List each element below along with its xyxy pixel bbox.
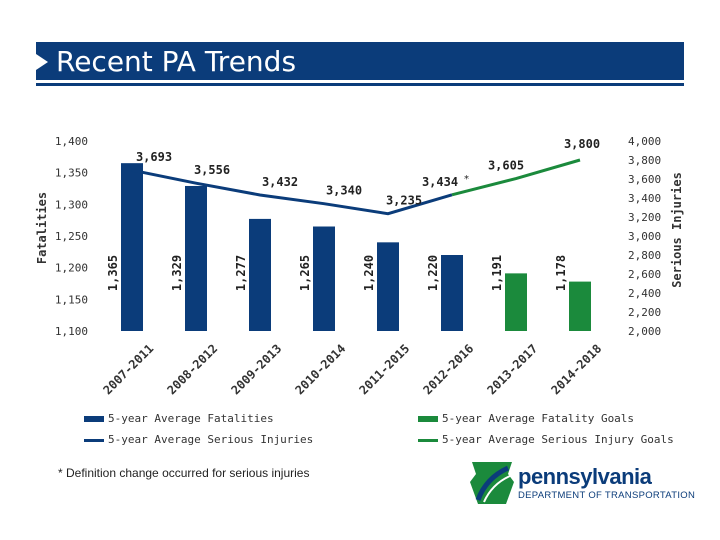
line-data-label: 3,605 xyxy=(488,159,524,173)
legend-swatch-bar xyxy=(84,416,104,422)
chart: 1,100 1,150 1,200 1,250 1,300 1,350 1,400 2,000… xyxy=(35,135,684,397)
right-axis-tick-label: 4,000 xyxy=(628,135,661,148)
left-axis-tick-label: 1,100 xyxy=(55,325,88,338)
right-axis-title: Serious Injuries xyxy=(670,172,684,288)
bar xyxy=(569,281,591,331)
right-axis-tick-label: 2,400 xyxy=(628,287,661,300)
x-axis-category-label: 2011-2015 xyxy=(356,341,412,397)
bar-data-label: 1,240 xyxy=(362,255,376,291)
right-axis-tick-label: 3,200 xyxy=(628,211,661,224)
legend-label: 5-year Average Fatality Goals xyxy=(442,412,635,425)
bar-data-label: 1,265 xyxy=(298,255,312,291)
bar xyxy=(185,185,207,331)
right-axis-tick-label: 2,200 xyxy=(628,306,661,319)
bar xyxy=(441,255,463,331)
legend-label: 5-year Average Fatalities xyxy=(108,412,274,425)
bar-data-label: 1,277 xyxy=(234,255,248,291)
right-axis-tick-label: 3,000 xyxy=(628,230,661,243)
left-axis-tick-label: 1,400 xyxy=(55,135,88,148)
series-line xyxy=(451,158,581,197)
x-axis-category-label: 2009-2013 xyxy=(228,341,284,397)
bar-data-label: 1,178 xyxy=(554,255,568,291)
annotation-asterisk: * xyxy=(464,174,469,185)
right-axis-tick-label: 2,800 xyxy=(628,249,661,262)
legend-swatch-bar xyxy=(418,416,438,422)
legend-item-fatalities: 5-year Average Fatalities xyxy=(84,412,274,425)
legend-label: 5-year Average Serious Injuries xyxy=(108,433,314,446)
right-axis-tick-label: 2,600 xyxy=(628,268,661,281)
legend-item-fatality-goals: 5-year Average Fatality Goals xyxy=(418,412,634,425)
left-axis-title: Fatalities xyxy=(35,192,49,264)
logo-subtitle: DEPARTMENT OF TRANSPORTATION xyxy=(518,490,696,501)
left-axis-tick-label: 1,350 xyxy=(55,167,88,180)
footnote: * Definition change occurred for serious… xyxy=(58,466,310,480)
legend-item-serious-injury-goals: 5-year Average Serious Injury Goals xyxy=(418,433,674,446)
bar xyxy=(505,273,527,331)
line-data-label: 3,800 xyxy=(564,137,600,151)
line-data-label: 3,235 xyxy=(386,194,422,208)
title-banner xyxy=(36,42,684,80)
bar-data-label: 1,191 xyxy=(490,255,504,291)
line-data-label: 3,340 xyxy=(326,184,362,198)
line-data-label: 3,434 xyxy=(422,175,458,189)
series-line xyxy=(131,168,453,216)
right-axis-tick-label: 3,400 xyxy=(628,192,661,205)
bar xyxy=(249,218,271,331)
x-axis-category-label: 2012-2016 xyxy=(420,341,476,397)
keystone-icon xyxy=(470,462,514,504)
right-axis-tick-label: 3,800 xyxy=(628,154,661,167)
x-axis-category-label: 2007-2011 xyxy=(100,341,156,397)
right-axis-tick-label: 2,000 xyxy=(628,325,661,338)
left-axis-tick-label: 1,200 xyxy=(55,262,88,275)
x-axis-category-label: 2008-2012 xyxy=(164,341,220,397)
line-data-label: 3,432 xyxy=(262,175,298,189)
left-axis-tick-label: 1,150 xyxy=(55,293,88,306)
x-axis-category-label: 2014-2018 xyxy=(548,341,604,397)
bar xyxy=(313,226,335,331)
legend-swatch-line xyxy=(418,438,438,442)
right-axis-tick-label: 3,600 xyxy=(628,173,661,186)
left-axis-tick-label: 1,250 xyxy=(55,230,88,243)
bar xyxy=(121,163,143,331)
bar xyxy=(377,242,399,331)
x-axis-category-label: 2010-2014 xyxy=(292,341,348,397)
legend-item-serious-injuries: 5-year Average Serious Injuries xyxy=(84,433,313,446)
legend-label: 5-year Average Serious Injury Goals xyxy=(442,433,674,446)
bar-data-label: 1,220 xyxy=(426,255,440,291)
logo-wordmark: pennsylvania xyxy=(518,464,652,489)
left-axis-tick-label: 1,300 xyxy=(55,198,88,211)
banner-underline xyxy=(36,83,684,86)
bar-data-label: 1,329 xyxy=(170,255,184,291)
banner-arrow-icon xyxy=(36,54,48,70)
x-axis-category-label: 2013-2017 xyxy=(484,341,540,397)
line-data-label: 3,693 xyxy=(136,150,172,164)
bar-data-label: 1,365 xyxy=(106,255,120,291)
legend-swatch-line xyxy=(84,438,104,442)
line-data-label: 3,556 xyxy=(194,163,230,177)
penndot-logo: pennsylvania DEPARTMENT OF TRANSPORTATIO… xyxy=(468,460,695,506)
page-title: Recent PA Trends xyxy=(56,45,297,78)
